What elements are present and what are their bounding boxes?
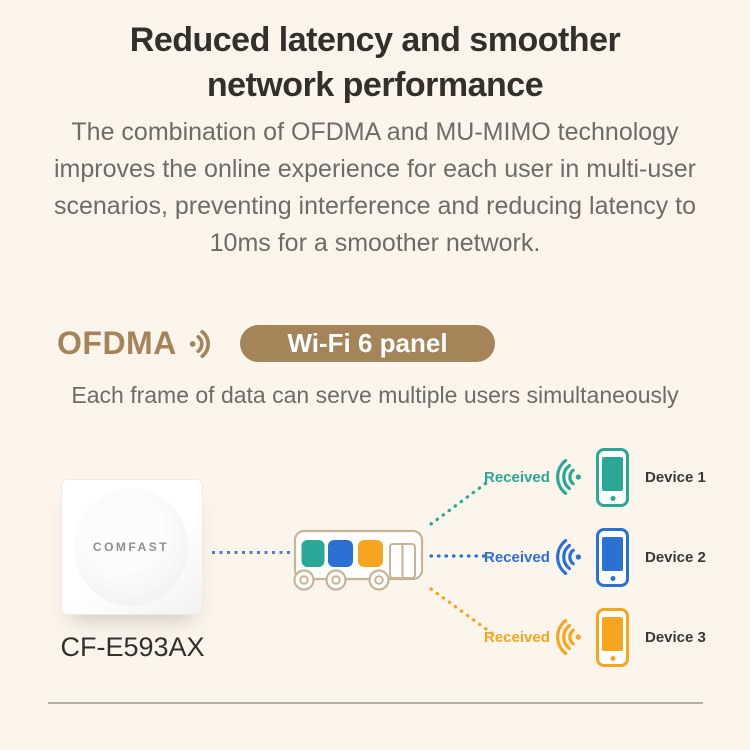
phone-home-button <box>610 575 615 581</box>
description-line: improves the online experience for each … <box>54 155 696 183</box>
frame-block-teal <box>301 540 325 567</box>
device-name-label: Device 3 <box>645 628 706 646</box>
wifi-signal-icon <box>556 459 581 495</box>
access-point-model-label: CF-E593AX <box>60 632 205 662</box>
phone-screen <box>602 456 623 491</box>
brand-logo: COMFAST <box>92 540 170 554</box>
phone-home-button <box>610 495 615 501</box>
frame-block-orange <box>358 540 383 567</box>
phone-screen <box>602 616 623 651</box>
broadcast-signal-icon <box>189 330 210 358</box>
dotted-fanout-lines <box>429 479 495 636</box>
description-paragraph: The combination of OFDMA and MU-MIMO tec… <box>0 114 750 262</box>
received-label: Received <box>484 548 550 566</box>
phone-screen <box>602 536 623 571</box>
description-line: scenarios, preventing interference and r… <box>53 192 697 220</box>
phone-icon <box>596 447 629 507</box>
page-title-line2: network performance <box>206 66 544 104</box>
phone-icon <box>596 607 629 667</box>
device-name-label: Device 1 <box>645 468 706 486</box>
data-bus-illustration <box>293 529 424 591</box>
received-label: Received <box>484 628 550 646</box>
access-point-device: COMFAST <box>61 479 203 615</box>
wifi-signal-icon <box>556 539 581 575</box>
page-title-line1: Reduced latency and smoother <box>129 21 621 59</box>
phone-icon <box>596 527 629 587</box>
bottom-divider <box>48 702 703 704</box>
dotted-line-device3 <box>429 587 495 636</box>
dotted-link-line <box>212 551 290 554</box>
description-line: The combination of OFDMA and MU-MIMO tec… <box>71 118 679 146</box>
ofdma-feature: OFDMA <box>57 322 212 364</box>
ofdma-label: OFDMA <box>57 324 177 361</box>
device-row-2: Received Device 2 <box>484 522 734 592</box>
access-point-faceplate: COMFAST <box>74 488 188 606</box>
phone-home-button <box>610 655 615 661</box>
device-row-1: Received Device 1 <box>484 442 734 512</box>
device-row-3: Received Device 3 <box>484 602 734 672</box>
frame-block-blue <box>328 540 353 567</box>
description-line: 10ms for a smoother network. <box>209 229 541 257</box>
diagram-caption: Each frame of data can serve multiple us… <box>71 382 679 408</box>
wifi6-panel-badge: Wi-Fi 6 panel <box>240 325 495 362</box>
wifi-signal-icon <box>556 619 581 655</box>
received-label: Received <box>484 468 550 486</box>
page-title: Reduced latency and smoother network per… <box>0 18 750 108</box>
device-name-label: Device 2 <box>645 548 706 566</box>
dotted-line-device1 <box>429 479 491 526</box>
